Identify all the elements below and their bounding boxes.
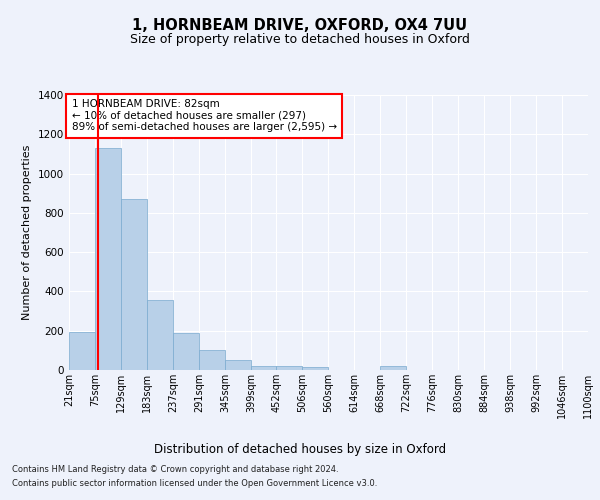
Y-axis label: Number of detached properties: Number of detached properties [22,145,32,320]
Bar [69,332,95,370]
Bar [173,332,199,370]
Text: Size of property relative to detached houses in Oxford: Size of property relative to detached ho… [130,32,470,46]
Text: 1, HORNBEAM DRIVE, OXFORD, OX4 7UU: 1, HORNBEAM DRIVE, OXFORD, OX4 7UU [133,18,467,32]
Bar [225,360,251,370]
Bar [277,366,302,370]
Bar [251,366,277,370]
Bar [380,366,406,370]
Bar [302,367,328,370]
Text: 1 HORNBEAM DRIVE: 82sqm
← 10% of detached houses are smaller (297)
89% of semi-d: 1 HORNBEAM DRIVE: 82sqm ← 10% of detache… [71,99,337,132]
Bar [95,148,121,370]
Bar [199,350,225,370]
Text: Contains HM Land Registry data © Crown copyright and database right 2024.: Contains HM Land Registry data © Crown c… [12,465,338,474]
Bar [121,199,147,370]
Text: Contains public sector information licensed under the Open Government Licence v3: Contains public sector information licen… [12,478,377,488]
Text: Distribution of detached houses by size in Oxford: Distribution of detached houses by size … [154,442,446,456]
Bar [147,300,173,370]
